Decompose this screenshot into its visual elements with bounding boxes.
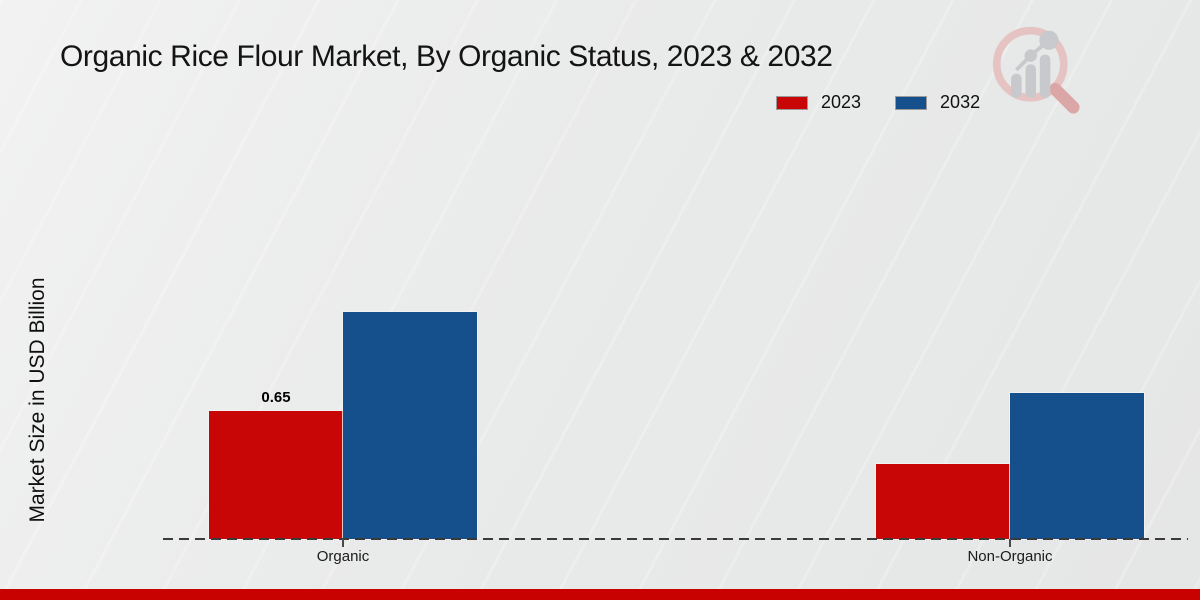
bar-2032-non-organic xyxy=(1009,392,1145,540)
x-axis-tick xyxy=(342,539,344,547)
legend-item-2032: 2032 xyxy=(895,92,980,113)
x-axis-line xyxy=(163,537,1188,540)
legend-item-2023: 2023 xyxy=(776,92,861,113)
x-axis-tick xyxy=(1009,539,1011,547)
bar-2032-organic xyxy=(342,311,478,540)
category-label-organic: Organic xyxy=(316,548,370,565)
legend-swatch-2023 xyxy=(776,95,808,110)
footer-accent-bar xyxy=(0,589,1200,600)
category-label-non-organic: Non-Organic xyxy=(967,548,1053,565)
legend-label-2023: 2023 xyxy=(821,92,862,112)
legend-swatch-2032 xyxy=(895,95,928,110)
plot-area: Organic Non-Organic 0.65 xyxy=(163,0,1188,565)
market-research-future-logo-icon xyxy=(988,24,1084,114)
chart-title: Organic Rice Flour Market, By Organic St… xyxy=(60,40,833,73)
bar-value-label: 0.65 xyxy=(261,389,291,406)
bar-2023-non-organic xyxy=(875,463,1011,540)
legend: 2023 2032 xyxy=(776,92,980,113)
bar-2023-organic xyxy=(208,410,344,540)
y-axis-label: Market Size in USD Billion xyxy=(26,277,49,523)
legend-label-2032: 2032 xyxy=(940,92,981,112)
